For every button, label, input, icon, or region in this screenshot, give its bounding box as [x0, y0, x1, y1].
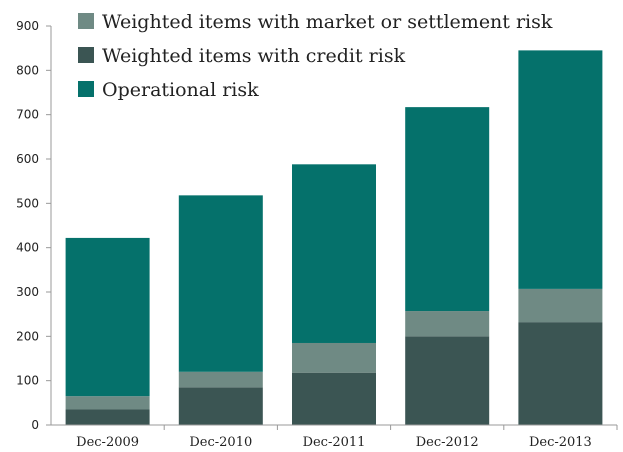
x-tick-label: Dec-2012 [416, 435, 479, 450]
y-tick-label: 600 [16, 152, 39, 166]
legend: Weighted items with market or settlement… [78, 11, 553, 101]
y-tick-label: 800 [16, 63, 39, 77]
y-tick-label: 0 [31, 418, 39, 432]
bar-segment-0-1 [65, 396, 150, 410]
y-tick-label: 300 [16, 285, 39, 299]
legend-label: Operational risk [102, 79, 259, 101]
bar-segment-1-0 [178, 387, 263, 425]
bars [65, 50, 603, 425]
bar-segment-2-2 [292, 164, 376, 343]
x-tick-label: Dec-2013 [529, 435, 592, 450]
y-tick-label: 100 [16, 374, 39, 388]
y-tick-label: 500 [16, 196, 39, 210]
bar-segment-0-2 [65, 237, 150, 397]
x-tick-label: Dec-2009 [76, 435, 139, 450]
legend-swatch [78, 47, 94, 63]
y-axis: 0 100 200 300 400 500 600 700 800 900 [16, 19, 52, 432]
bar-segment-1-1 [178, 371, 263, 388]
bar-segment-3-2 [405, 107, 490, 312]
bar-segment-1-2 [178, 195, 263, 372]
legend-label: Weighted items with credit risk [102, 45, 406, 67]
bar-segment-3-1 [405, 311, 490, 337]
bar-segment-4-1 [518, 288, 603, 323]
y-tick-label: 900 [16, 19, 39, 33]
legend-swatch [78, 81, 94, 97]
bar-segment-2-0 [292, 372, 376, 425]
x-tick-label: Dec-2010 [189, 435, 252, 450]
y-tick-label: 200 [16, 329, 39, 343]
bar-segment-4-0 [518, 322, 603, 425]
bar-segment-4-2 [518, 50, 603, 289]
legend-label: Weighted items with market or settlement… [102, 11, 553, 33]
x-tick-label: Dec-2011 [303, 435, 366, 450]
bar-segment-2-1 [292, 342, 376, 373]
bar-segment-3-0 [405, 336, 490, 425]
x-axis: Dec-2009 Dec-2010 Dec-2011 Dec-2012 Dec-2013 [51, 424, 618, 450]
legend-swatch [78, 13, 94, 29]
y-tick-label: 700 [16, 108, 39, 122]
bar-segment-0-0 [65, 409, 150, 425]
y-tick-label: 400 [16, 241, 39, 255]
